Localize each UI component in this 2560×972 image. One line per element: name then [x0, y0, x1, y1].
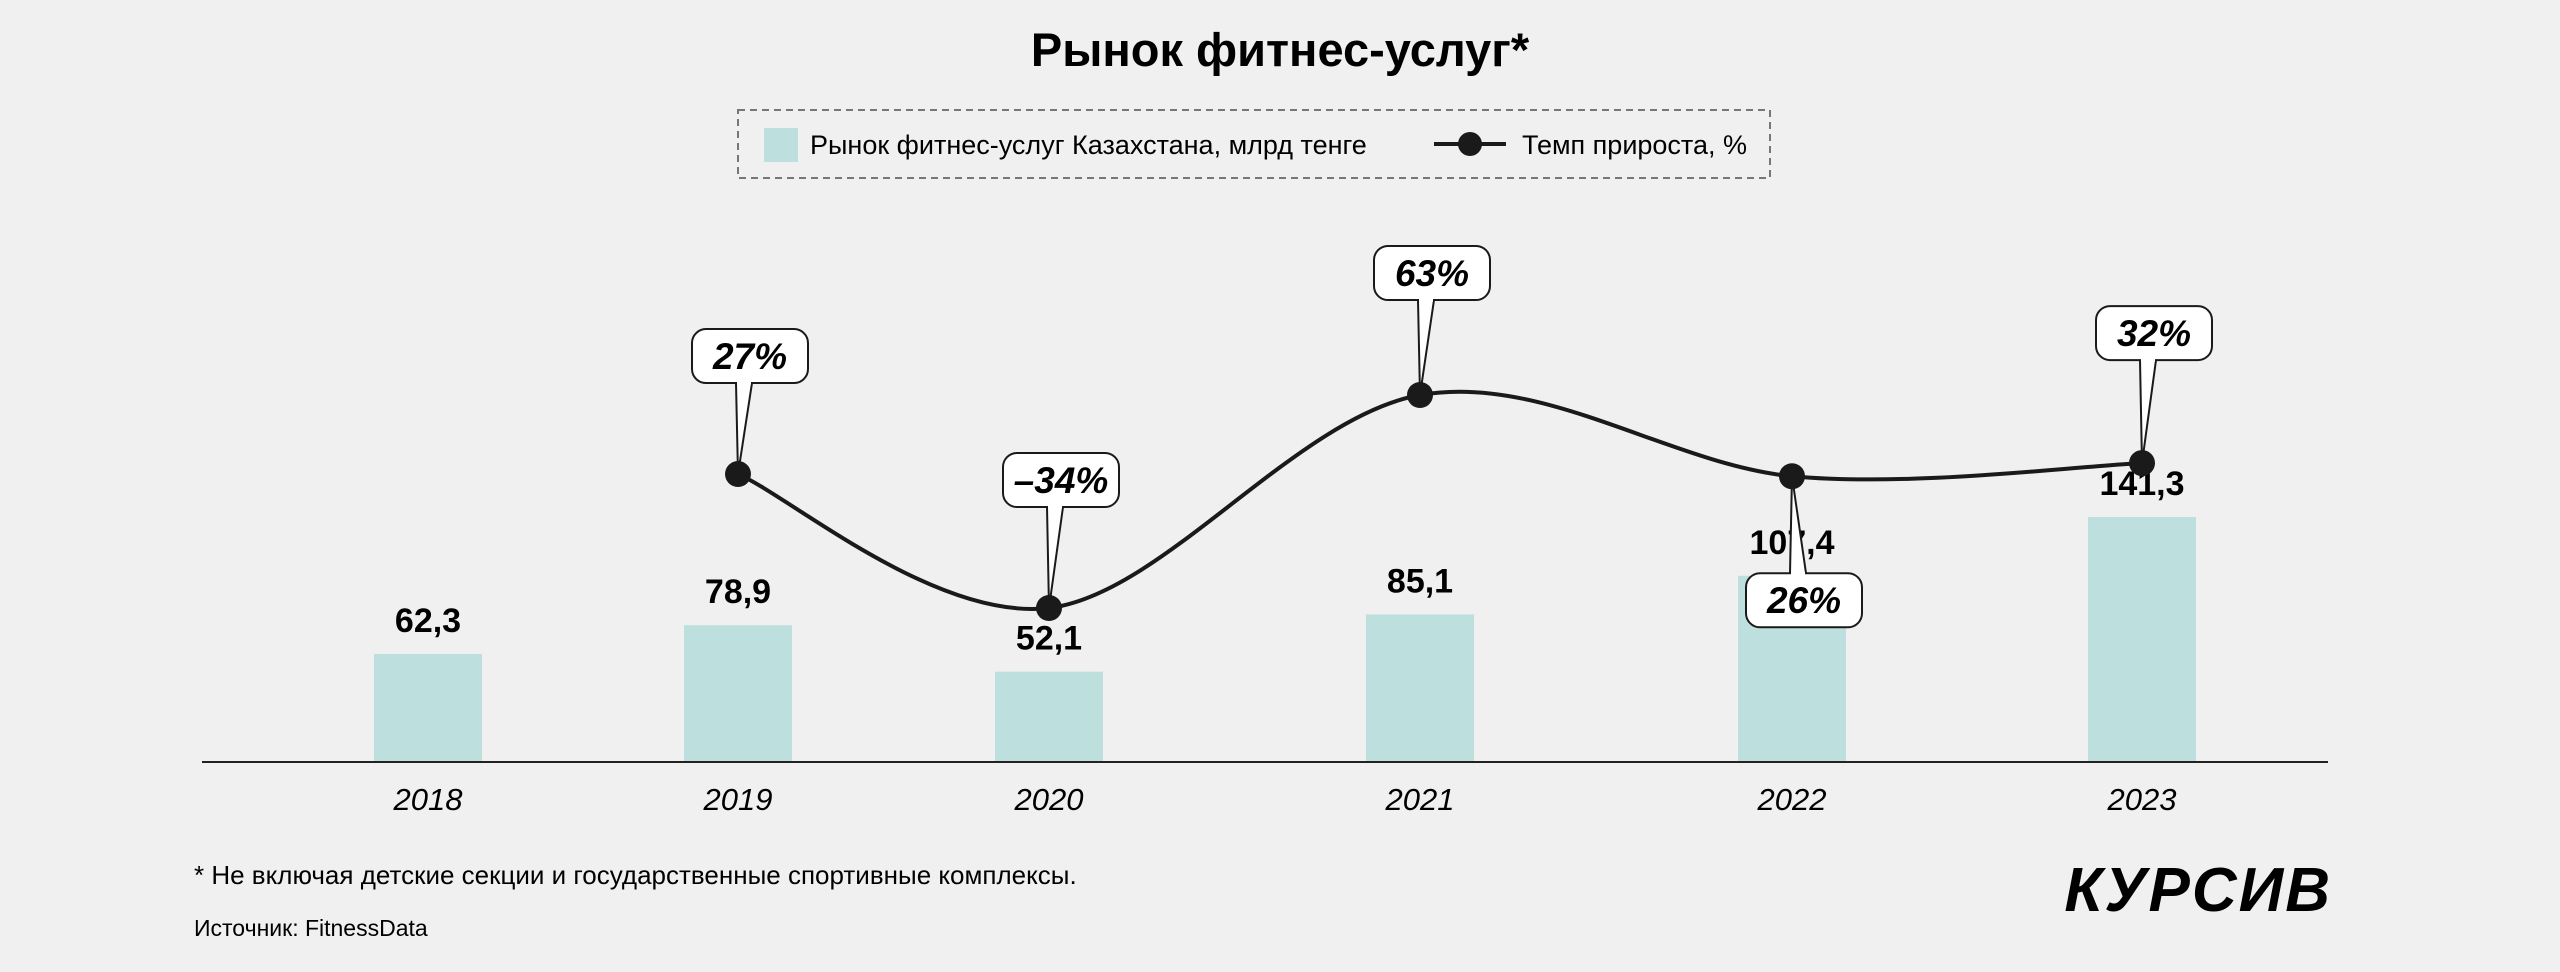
- growth-value-label: 27%: [712, 336, 787, 377]
- x-tick-label: 2020: [1014, 782, 1084, 817]
- callout-pointer: [1416, 299, 1436, 396]
- callout-pointer: [1045, 506, 1065, 609]
- growth-point: [1407, 382, 1433, 408]
- growth-point: [725, 461, 751, 488]
- growth-point: [1779, 463, 1805, 490]
- legend-bar-swatch: [764, 128, 798, 162]
- x-tick-label: 2021: [1385, 782, 1455, 817]
- growth-value-label: 32%: [2117, 313, 2191, 354]
- bar-value-label: 78,9: [705, 573, 771, 611]
- legend: Рынок фитнес-услуг Казахстана, млрд тенг…: [737, 109, 1771, 179]
- bar: [995, 671, 1103, 762]
- bar-value-label: 85,1: [1387, 562, 1453, 600]
- x-tick-label: 2018: [393, 782, 464, 817]
- growth-value-label: 26%: [1766, 580, 1841, 621]
- growth-callouts: 27% –34% 63% 26% 32%: [691, 245, 2213, 629]
- legend-bar-label: Рынок фитнес-услуг Казахстана, млрд тенг…: [810, 130, 1367, 160]
- footnote: * Не включая детские секции и государств…: [194, 860, 1077, 890]
- x-tick-labels: 2018 2019 2020 2021 2022 2023: [393, 782, 2177, 817]
- source: Источник: FitnessData: [194, 915, 428, 941]
- bar: [2088, 516, 2196, 762]
- chart-title: Рынок фитнес-услуг*: [1031, 23, 1530, 76]
- x-tick-label: 2023: [2107, 782, 2177, 817]
- x-tick-label: 2019: [703, 782, 773, 817]
- legend-line-marker: [1458, 132, 1482, 156]
- legend-line-label: Темп прироста, %: [1522, 130, 1747, 160]
- bar-value-label: 52,1: [1016, 620, 1082, 658]
- callout-pointer: [734, 382, 754, 475]
- bar-value-label: 62,3: [395, 602, 461, 640]
- growth-point: [1036, 595, 1062, 621]
- growth-value-label: 63%: [1395, 253, 1469, 294]
- legend-frame: [737, 109, 1771, 179]
- callout-pointer: [2138, 359, 2158, 464]
- x-tick-label: 2022: [1757, 782, 1827, 817]
- bar: [684, 625, 792, 762]
- bars-layer: 62,378,952,185,1107,4141,3: [374, 465, 2196, 762]
- growth-point: [2129, 450, 2155, 477]
- bar: [374, 653, 482, 762]
- growth-value-label: –34%: [1014, 460, 1109, 501]
- bar: [1366, 614, 1474, 762]
- kursiv-logo: КУРСИВ: [2064, 856, 2332, 925]
